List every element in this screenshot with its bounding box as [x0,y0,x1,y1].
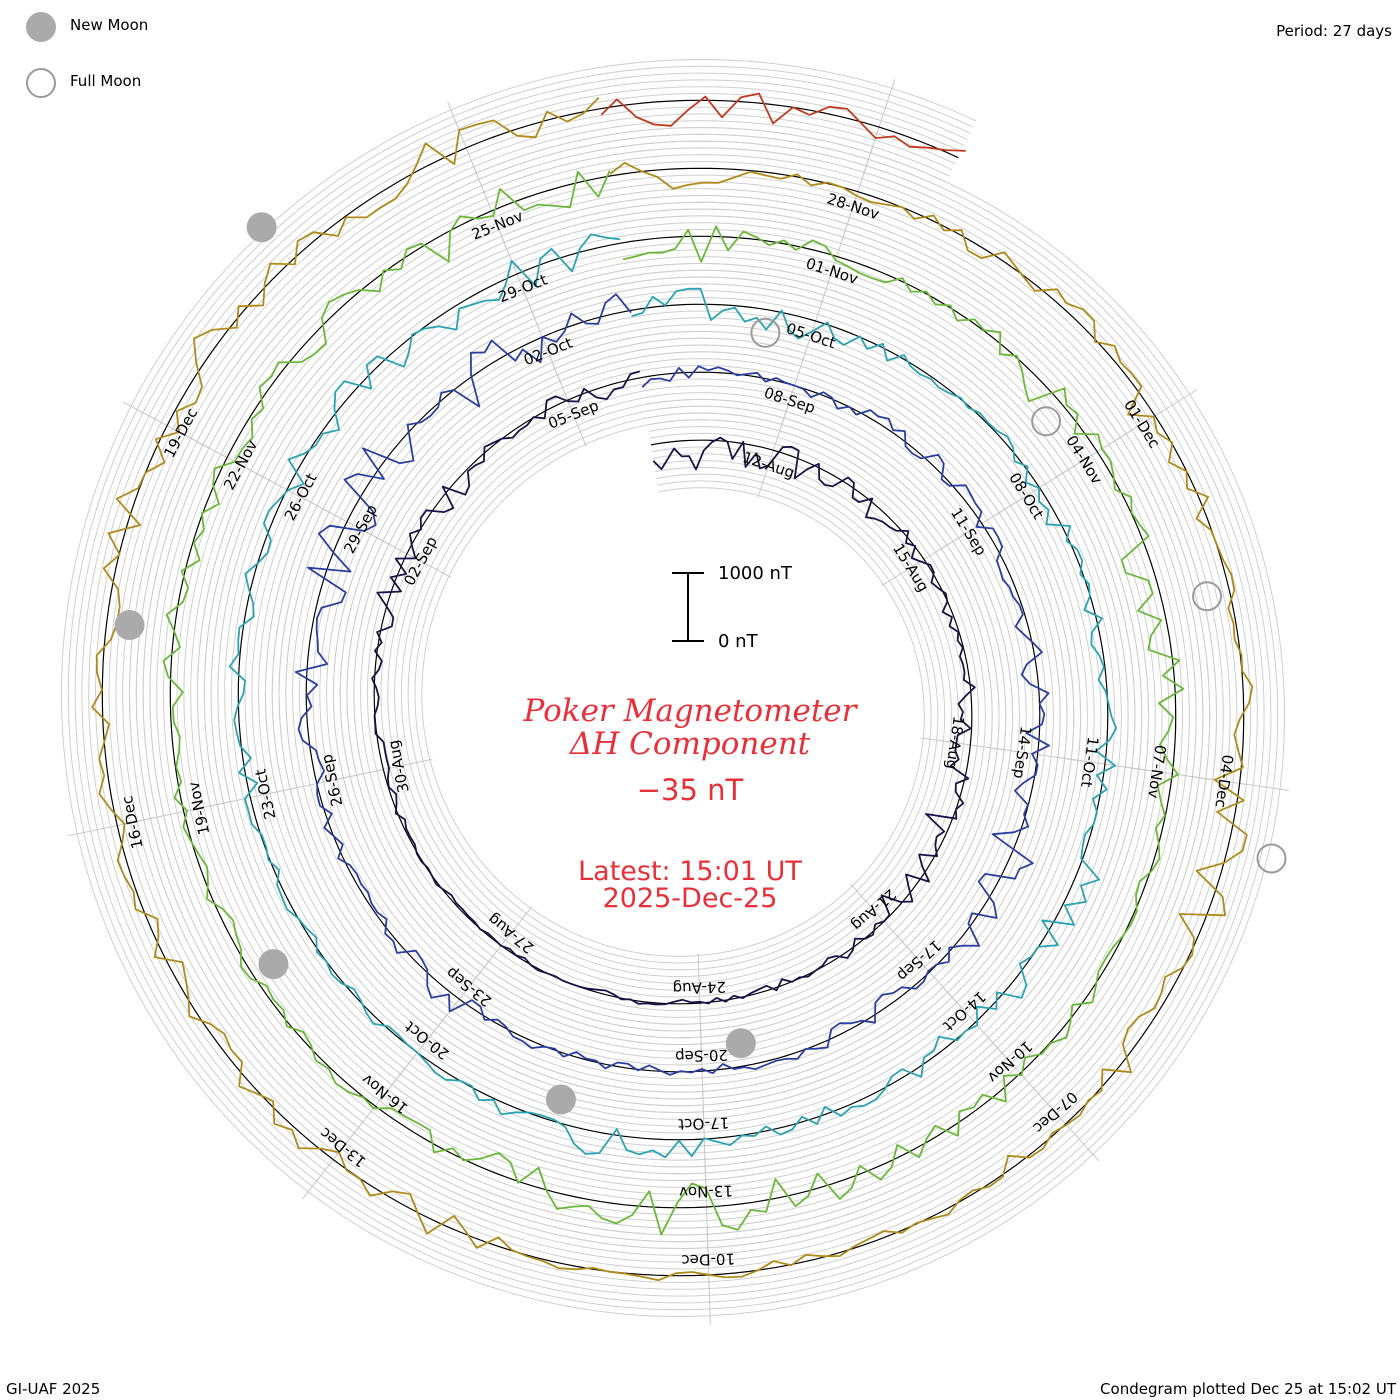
full-moon-marker [1192,581,1223,612]
full-moon-label: Full Moon [70,72,142,90]
trace-rotation-5 [91,96,1254,1282]
moon-markers [114,212,1287,1115]
date-label: 23-Oct [251,767,279,821]
date-label: 20-Sep [675,1046,728,1066]
new-moon-icon [26,12,56,42]
date-label: 26-Oct [281,470,321,523]
date-label: 08-Sep [762,384,818,418]
date-label: 19-Nov [185,780,214,836]
trace-rotation-4 [162,170,1185,1236]
latest-date: 2025-Dec-25 [602,883,778,914]
date-label: 14-Sep [1010,725,1035,780]
spiral-gridline [122,120,1224,1256]
period-label: Period: 27 days [1276,22,1392,40]
chart-title: Poker Magnetometer ΔH Component −35 nT [420,693,960,808]
date-label: 11-Oct [1077,736,1102,789]
date-label: 04-Dec [1212,753,1237,809]
title-line-1: Poker Magnetometer [523,693,857,729]
scale-top-label: 1000 nT [718,563,792,584]
full-moon-marker [1256,843,1287,874]
spiral-gridline [115,113,1231,1263]
trace-rotation-1 [371,370,976,1006]
date-label: 11-Sep [947,505,990,559]
new-moon-label: New Moon [70,16,149,34]
spiral-gridline [81,79,1265,1297]
date-label: 05-Oct [784,319,838,352]
trace-rotation-6 [600,92,966,152]
credit-label: GI-UAF 2025 [6,1380,101,1398]
new-moon-marker [258,949,289,980]
date-label: 15-Aug [889,540,933,595]
full-moon-marker [750,317,781,348]
date-label: 16-Nov [358,1070,412,1117]
new-moon-marker [725,1028,756,1059]
new-moon-marker [545,1084,576,1115]
plotted-timestamp: Condegram plotted Dec 25 at 15:02 UT [1100,1380,1396,1398]
scale-bar [672,572,704,642]
date-label: 23-Sep [442,964,495,1011]
new-moon-marker [114,610,145,641]
title-line-2: ΔH Component [569,726,811,762]
date-label: 02-Sep [400,534,441,589]
new-moon-marker [246,212,277,243]
latest-time: Latest: 15:01 UT [578,856,802,887]
spiral-gridline [108,106,1238,1270]
current-value: −35 nT [636,773,744,807]
spiral-gridline [88,86,1258,1290]
date-label: 13-Nov [679,1182,733,1202]
latest-update: Latest: 15:01 UT 2025-Dec-25 [480,858,900,912]
spiral-gridline [135,133,1211,1243]
spiral-gridline [60,58,1286,1318]
trace-rotation-2 [294,293,1050,1076]
magnetometer-traces [91,92,1254,1282]
spiral-gridline [67,65,1279,1311]
date-label: 10-Dec [681,1250,735,1270]
date-label: 01-Dec [1120,396,1164,451]
date-label: 17-Oct [678,1114,730,1134]
spiral-gridlines [60,58,1286,1318]
full-moon-icon [26,68,56,98]
spiral-gridline [74,72,1272,1304]
date-label: 26-Sep [318,753,346,808]
scale-zero-label: 0 nT [718,631,758,652]
date-label: 24-Aug [672,978,726,998]
date-label: 07-Nov [1144,744,1169,800]
full-moon-marker [1031,406,1062,437]
date-label: 20-Oct [401,1018,452,1064]
trace-rotation-3 [228,233,1118,1159]
